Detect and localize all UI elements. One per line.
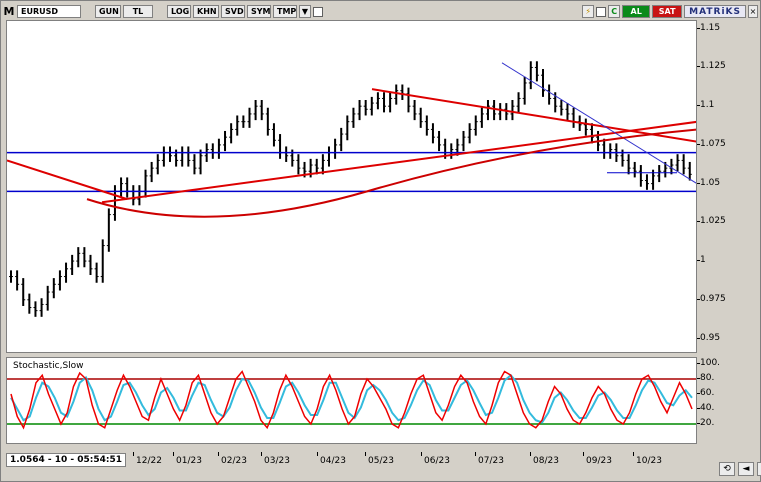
date-x-tick: 05/23 <box>365 452 394 466</box>
stochastic-chart[interactable]: Stochastic,Slow <box>6 357 697 444</box>
date-x-tick: 10/23 <box>633 452 662 466</box>
date-x-tick: 09/23 <box>583 452 612 466</box>
khn-button[interactable]: KHN <box>193 5 219 18</box>
date-x-tick: 03/23 <box>261 452 290 466</box>
stochastic-y-tick: 100. <box>696 358 721 368</box>
lightning-icon[interactable]: ⚡ <box>582 5 595 18</box>
date-x-tick: 06/23 <box>421 452 450 466</box>
price-y-tick: 1.15 <box>696 22 721 33</box>
stochastic-y-tick: 40. <box>696 403 715 413</box>
price-y-tick: 1 <box>697 255 706 266</box>
options-checkbox[interactable] <box>313 6 323 17</box>
pin-checkbox[interactable] <box>596 6 607 17</box>
date-x-tick: 04/23 <box>317 452 346 466</box>
toolbar: M EURUSD GUN TL LOG KHN SVD SYM TMP ▼ ⚡ … <box>3 4 758 19</box>
downtrend-line <box>501 62 696 184</box>
brand-label: MATRiKS <box>684 5 746 18</box>
tmp-button[interactable]: TMP <box>273 5 297 18</box>
scroll-left-icon[interactable]: ◄ <box>738 462 754 476</box>
price-chart-svg <box>7 61 696 317</box>
price-y-axis: 1.15 1.125 1.1 1.075 1.05 1.025 1 0.975 0.95 <box>696 20 756 353</box>
close-icon[interactable]: × <box>748 5 758 18</box>
stochastic-y-tick: 80. <box>696 373 715 383</box>
date-x-tick: 12/22 <box>133 452 162 466</box>
date-x-tick: 07/23 <box>475 452 504 466</box>
price-y-tick: 1.1 <box>696 100 715 111</box>
price-y-tick: 0.975 <box>697 293 726 304</box>
refresh-button[interactable]: C <box>608 5 621 18</box>
resistance-trend-line <box>371 88 696 143</box>
stochastic-chart-svg <box>7 370 696 430</box>
date-x-tick: 08/23 <box>530 452 559 466</box>
date-x-axis: 12/22 01/23 02/23 03/23 04/23 05/23 06/23 07/23… <box>6 452 697 469</box>
stochastic-y-axis: 100. 80. 60. 40. 20. <box>696 357 756 444</box>
stochastic-k-line <box>10 370 693 430</box>
moving-average-line <box>86 128 696 218</box>
stochastic-label: Stochastic,Slow <box>13 361 84 371</box>
stochastic-y-tick: 60. <box>696 388 715 398</box>
price-y-tick: 1.025 <box>697 216 726 227</box>
matriks-logo: M <box>3 5 15 18</box>
price-y-tick: 1.075 <box>697 138 726 149</box>
price-chart[interactable] <box>6 20 697 353</box>
template-dropdown-icon[interactable]: ▼ <box>299 5 311 18</box>
sell-button[interactable]: SAT <box>652 5 683 18</box>
date-x-tick: 01/23 <box>173 452 202 466</box>
buy-button[interactable]: AL <box>622 5 651 18</box>
symbol-field[interactable]: EURUSD <box>17 5 81 18</box>
bottom-controls: ⟲ ◄ ► <box>719 462 761 476</box>
currency-button[interactable]: TL <box>123 5 153 18</box>
stochastic-y-tick: 20. <box>696 418 715 428</box>
scroll-right-icon[interactable]: ► <box>757 462 761 476</box>
stochastic-d-line <box>10 373 693 424</box>
price-y-tick: 1.05 <box>696 177 721 188</box>
price-y-tick: 1.125 <box>697 61 726 72</box>
cursor-readout: 1.0564 - 10 - 05:54:51 <box>6 453 127 467</box>
price-y-tick: 0.95 <box>696 332 721 343</box>
date-x-tick: 02/23 <box>218 452 247 466</box>
svd-button[interactable]: SVD <box>221 5 245 18</box>
sym-button[interactable]: SYM <box>247 5 271 18</box>
uptrend-line <box>101 120 696 204</box>
sync-icon[interactable]: ⟲ <box>719 462 735 476</box>
log-button[interactable]: LOG <box>167 5 191 18</box>
period-button[interactable]: GUN <box>95 5 121 18</box>
long-trend-line <box>7 159 128 201</box>
